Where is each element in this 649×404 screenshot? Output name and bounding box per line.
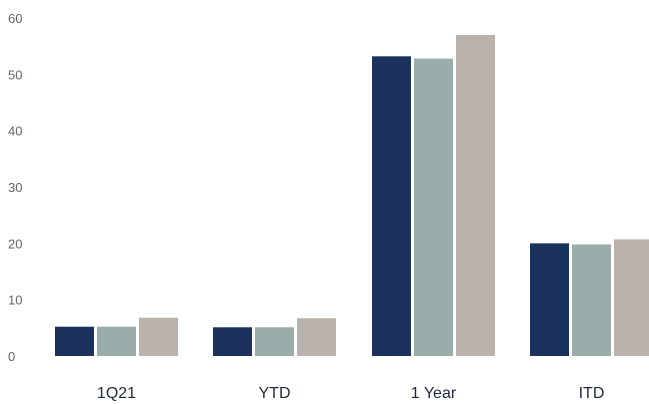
bar-ytd-series-1 (213, 327, 252, 356)
bar-itd-series-1 (530, 243, 569, 356)
x-category-label: 1Q21 (97, 385, 136, 402)
bar-ytd-series-3 (297, 318, 336, 356)
bar-itd-series-2 (572, 244, 611, 356)
bar-1-year-series-1 (372, 56, 411, 356)
y-tick-label: 60 (8, 11, 22, 26)
y-tick-label: 50 (8, 67, 22, 82)
bar-1q21-series-1 (55, 326, 94, 356)
y-tick-label: 40 (8, 124, 22, 139)
y-axis-ticks: 0 10 20 30 40 50 60 (8, 11, 22, 364)
y-tick-label: 20 (8, 236, 22, 251)
bars (55, 34, 649, 357)
y-tick-label: 0 (8, 349, 15, 364)
bar-1q21-series-3 (139, 317, 178, 356)
y-tick-label: 10 (8, 293, 22, 308)
bar-1-year-series-3 (456, 34, 495, 357)
x-category-label: 1 Year (411, 385, 457, 402)
x-category-label: ITD (579, 385, 605, 402)
bar-itd-series-3 (614, 239, 649, 356)
x-category-label: YTD (259, 385, 291, 402)
y-tick-label: 30 (8, 180, 22, 195)
bar-ytd-series-2 (255, 327, 294, 356)
bar-1q21-series-2 (97, 326, 136, 356)
x-axis-labels: 1Q21 YTD 1 Year ITD (97, 385, 604, 402)
bar-1-year-series-2 (414, 58, 453, 357)
